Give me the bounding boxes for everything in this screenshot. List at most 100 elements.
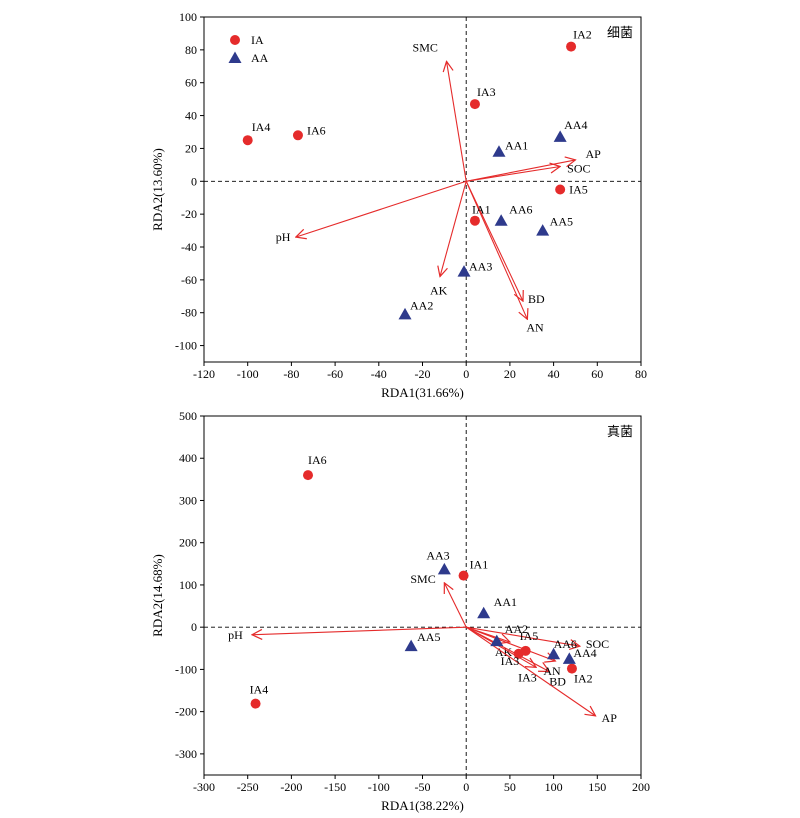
y-axis-label: RDA2(13.60%) bbox=[150, 148, 165, 231]
vector-label-soc: SOC bbox=[567, 162, 590, 176]
vector-label-ap: AP bbox=[602, 711, 618, 725]
x-tick-label: 200 bbox=[632, 780, 650, 794]
vector-label-an: AN bbox=[526, 320, 544, 334]
vector-arrow-smc bbox=[447, 61, 467, 182]
point-ia6 bbox=[303, 470, 314, 481]
vector-arrow-ak bbox=[440, 181, 467, 276]
point-ia3 bbox=[469, 99, 480, 110]
point-label-ia3: IA3 bbox=[501, 654, 520, 668]
point-label-ia1: IA1 bbox=[470, 558, 489, 572]
y-axis-label: RDA2(14.68%) bbox=[150, 554, 165, 637]
point-label-aa1: AA1 bbox=[505, 139, 528, 153]
y-tick-label: 400 bbox=[179, 451, 197, 465]
point-label-aa4: AA4 bbox=[564, 118, 587, 132]
point-ia6 bbox=[292, 130, 303, 141]
vector-arrow-smc bbox=[444, 583, 467, 628]
x-tick-label: -60 bbox=[327, 367, 343, 381]
x-tick-label: -40 bbox=[371, 367, 387, 381]
y-tick-label: -100 bbox=[175, 662, 197, 676]
legend-aa-label: AA bbox=[251, 51, 269, 65]
point-aa6 bbox=[494, 214, 508, 226]
x-tick-label: -100 bbox=[237, 367, 259, 381]
point-label-aa1: AA1 bbox=[494, 595, 517, 609]
point-ia2 bbox=[566, 663, 577, 674]
y-tick-label: 500 bbox=[179, 409, 197, 423]
point-aa6 bbox=[547, 647, 561, 660]
x-tick-label: -250 bbox=[237, 780, 259, 794]
vector-label-smc: SMC bbox=[410, 572, 435, 586]
point-aa2 bbox=[490, 634, 504, 647]
panel-title: 细菌 bbox=[607, 26, 633, 41]
vector-label-soc: SOC bbox=[586, 637, 609, 651]
y-tick-label: 60 bbox=[185, 76, 197, 90]
point-label-ia4: IA4 bbox=[250, 683, 269, 697]
x-tick-label: -20 bbox=[415, 367, 431, 381]
point-aa5 bbox=[536, 224, 550, 236]
vector-arrow-ph bbox=[252, 626, 467, 635]
fungi-rda-panel: -300 -250 -200 -150 -100 -50 0 50 100 150 200 -300 -… bbox=[150, 409, 650, 813]
y-tick-label: 40 bbox=[185, 109, 197, 123]
y-tick-label: 0 bbox=[191, 620, 197, 634]
point-aa4 bbox=[553, 130, 567, 142]
x-tick-label: -300 bbox=[193, 780, 215, 794]
vector-arrow-ap bbox=[466, 160, 575, 182]
point-label-aa3: AA3 bbox=[426, 548, 449, 562]
y-tick-label: 100 bbox=[179, 578, 197, 592]
point-label-ia6: IA6 bbox=[307, 123, 326, 137]
point-ia1 bbox=[458, 570, 469, 581]
point-ia4 bbox=[250, 698, 261, 709]
point-aa1 bbox=[477, 606, 491, 619]
point-label-ia5: IA5 bbox=[520, 629, 539, 643]
y-tick-label: 300 bbox=[179, 493, 197, 507]
panel-title: 真菌 bbox=[607, 425, 633, 440]
point-label-ia1: IA1 bbox=[472, 203, 491, 217]
vector-label-ak: AK bbox=[430, 284, 448, 298]
point-label-aa6: AA6 bbox=[554, 637, 577, 651]
point-aa3 bbox=[437, 562, 451, 575]
point-label-ia4: IA4 bbox=[252, 120, 271, 134]
x-tick-label: -120 bbox=[193, 367, 215, 381]
point-ia4 bbox=[242, 135, 253, 146]
vector-label-ph: pH bbox=[228, 628, 243, 642]
vector-label-ap: AP bbox=[585, 147, 601, 161]
y-tick-label: 0 bbox=[191, 174, 197, 188]
y-tick-label: 20 bbox=[185, 141, 197, 155]
x-tick-label: 20 bbox=[504, 367, 516, 381]
vector-arrow-bd bbox=[465, 181, 523, 301]
point-ia1 bbox=[469, 215, 480, 226]
vector-label-bd: BD bbox=[528, 292, 545, 306]
y-tick-label: -300 bbox=[175, 747, 197, 761]
x-tick-label: 0 bbox=[463, 367, 469, 381]
point-label-ia5: IA5 bbox=[569, 183, 588, 197]
point-ia2 bbox=[566, 41, 577, 52]
point-aa2 bbox=[398, 307, 412, 320]
point-label-ia2: IA2 bbox=[574, 672, 593, 686]
y-tick-label: -60 bbox=[181, 273, 197, 287]
x-tick-label: -80 bbox=[283, 367, 299, 381]
x-axis-label: RDA1(31.66%) bbox=[381, 385, 464, 400]
vector-arrow-an bbox=[466, 626, 555, 661]
x-axis-label: RDA1(38.22%) bbox=[381, 798, 464, 813]
point-label-aa5: AA5 bbox=[550, 215, 573, 229]
bacteria-rda-panel: -120 -100 -80 -60 -40 -20 0 20 40 60 80 -100 -80 -60 -… bbox=[150, 10, 647, 400]
x-tick-label: 80 bbox=[635, 367, 647, 381]
x-tick-label: -200 bbox=[280, 780, 302, 794]
plot-frame bbox=[203, 415, 642, 776]
point-aa5 bbox=[404, 639, 418, 652]
point-label-ia2: IA2 bbox=[573, 28, 592, 42]
x-tick-label: 0 bbox=[463, 780, 469, 794]
vector-label-an: AN bbox=[543, 664, 561, 678]
y-tick-label: -200 bbox=[175, 705, 197, 719]
point-label-aa6: AA6 bbox=[509, 203, 532, 217]
point-label-aa2: AA2 bbox=[410, 298, 433, 312]
y-tick-label: -80 bbox=[181, 306, 197, 320]
point-aa1 bbox=[492, 145, 506, 157]
point-label-aa3: AA3 bbox=[469, 260, 492, 274]
point-label-ia6: IA6 bbox=[308, 453, 327, 467]
x-tick-label: 100 bbox=[545, 780, 563, 794]
vector-label-smc: SMC bbox=[413, 40, 438, 54]
point-ia5 bbox=[555, 184, 566, 195]
point-label-aa2: AA2 bbox=[505, 622, 528, 636]
vector-arrow-bd bbox=[465, 626, 549, 671]
